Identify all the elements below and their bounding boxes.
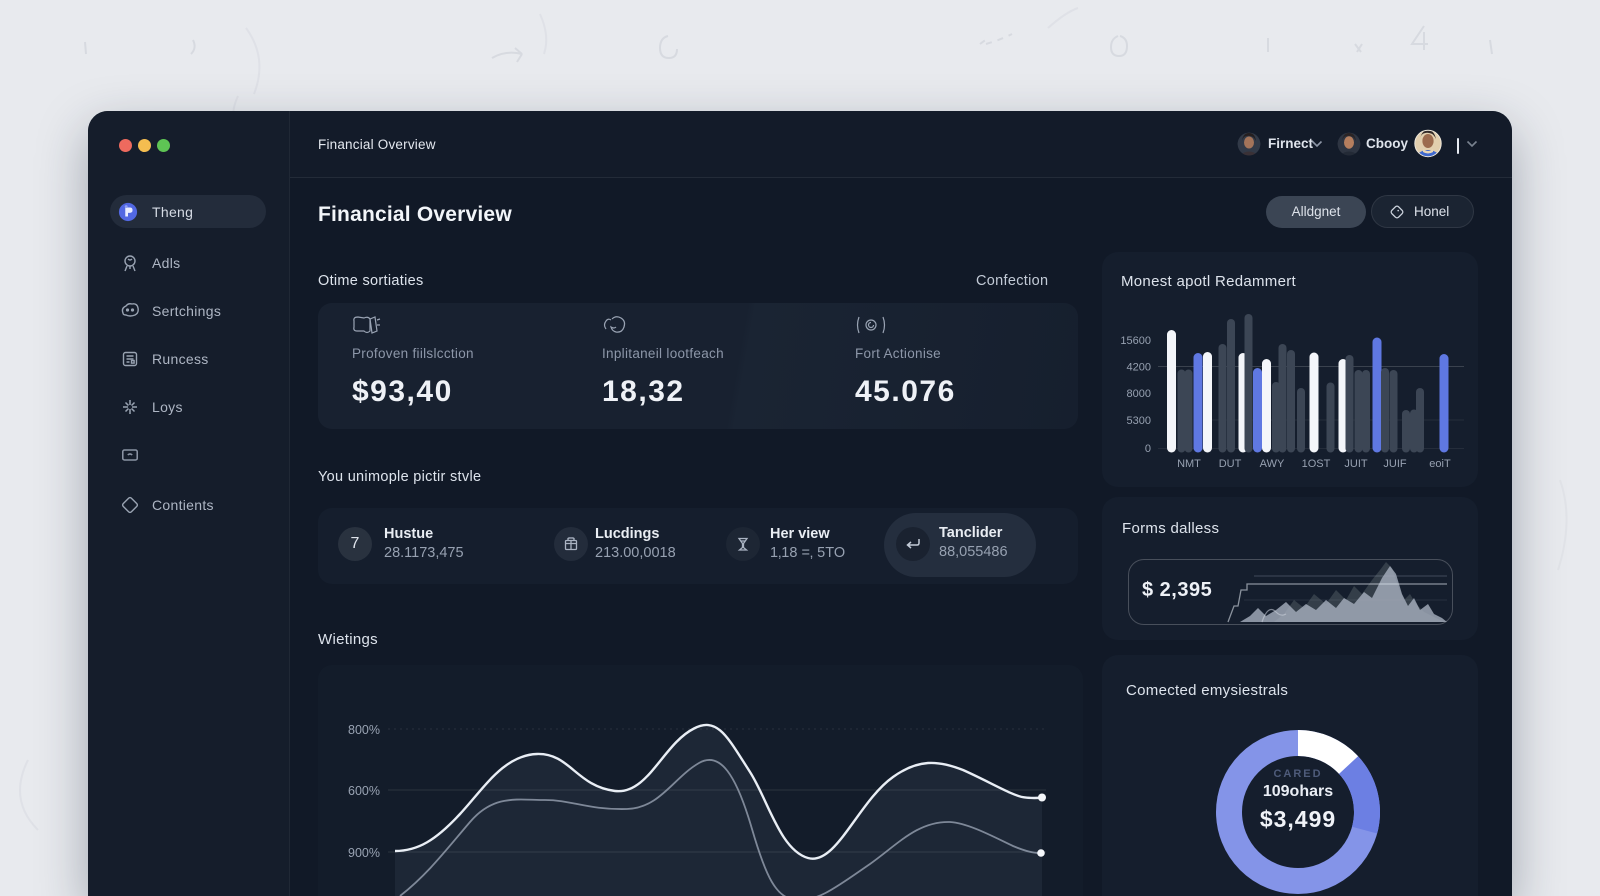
svg-text:DUT: DUT (1219, 458, 1242, 470)
svg-text:600%: 600% (348, 784, 380, 798)
svg-text:109ohars: 109ohars (1263, 783, 1333, 800)
svg-text:NMT: NMT (1177, 458, 1201, 470)
svg-text:AWY: AWY (1260, 458, 1285, 470)
svg-text:eoiT: eoiT (1429, 458, 1451, 470)
svg-text:1OST: 1OST (1302, 458, 1331, 470)
svg-text:$3,499: $3,499 (1260, 806, 1336, 832)
svg-text:15600: 15600 (1120, 335, 1151, 347)
svg-text:5300: 5300 (1127, 415, 1151, 427)
svg-text:CARED: CARED (1273, 768, 1322, 780)
svg-text:0: 0 (1145, 443, 1151, 455)
svg-text:8000: 8000 (1127, 388, 1151, 400)
svg-text:900%: 900% (348, 846, 380, 860)
svg-text:800%: 800% (348, 723, 380, 737)
svg-text:JUIT: JUIT (1344, 458, 1368, 470)
svg-text:JUIF: JUIF (1383, 458, 1407, 470)
svg-text:4200: 4200 (1127, 362, 1151, 374)
